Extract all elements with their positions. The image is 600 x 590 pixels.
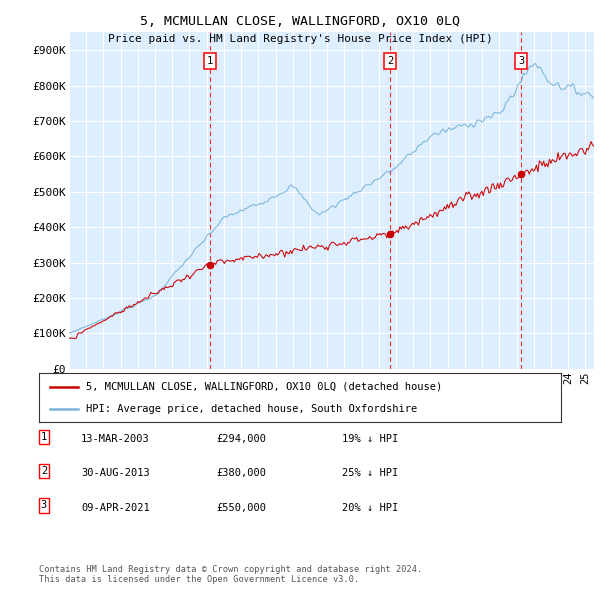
Text: £294,000: £294,000 (216, 434, 266, 444)
Text: 09-APR-2021: 09-APR-2021 (81, 503, 150, 513)
Text: £380,000: £380,000 (216, 468, 266, 478)
Text: 2: 2 (387, 56, 394, 65)
Text: £550,000: £550,000 (216, 503, 266, 513)
Text: 5, MCMULLAN CLOSE, WALLINGFORD, OX10 0LQ: 5, MCMULLAN CLOSE, WALLINGFORD, OX10 0LQ (140, 15, 460, 28)
Text: 20% ↓ HPI: 20% ↓ HPI (342, 503, 398, 513)
Text: 5, MCMULLAN CLOSE, WALLINGFORD, OX10 0LQ (detached house): 5, MCMULLAN CLOSE, WALLINGFORD, OX10 0LQ… (86, 382, 442, 392)
Text: 3: 3 (41, 500, 47, 510)
Text: 2: 2 (41, 466, 47, 476)
Text: 3: 3 (518, 56, 524, 65)
Text: 25% ↓ HPI: 25% ↓ HPI (342, 468, 398, 478)
Text: 19% ↓ HPI: 19% ↓ HPI (342, 434, 398, 444)
Text: HPI: Average price, detached house, South Oxfordshire: HPI: Average price, detached house, Sout… (86, 404, 417, 414)
Text: 1: 1 (41, 432, 47, 442)
Text: 1: 1 (207, 56, 213, 65)
Text: 13-MAR-2003: 13-MAR-2003 (81, 434, 150, 444)
Text: 30-AUG-2013: 30-AUG-2013 (81, 468, 150, 478)
Text: Price paid vs. HM Land Registry's House Price Index (HPI): Price paid vs. HM Land Registry's House … (107, 34, 493, 44)
Text: Contains HM Land Registry data © Crown copyright and database right 2024.
This d: Contains HM Land Registry data © Crown c… (39, 565, 422, 584)
